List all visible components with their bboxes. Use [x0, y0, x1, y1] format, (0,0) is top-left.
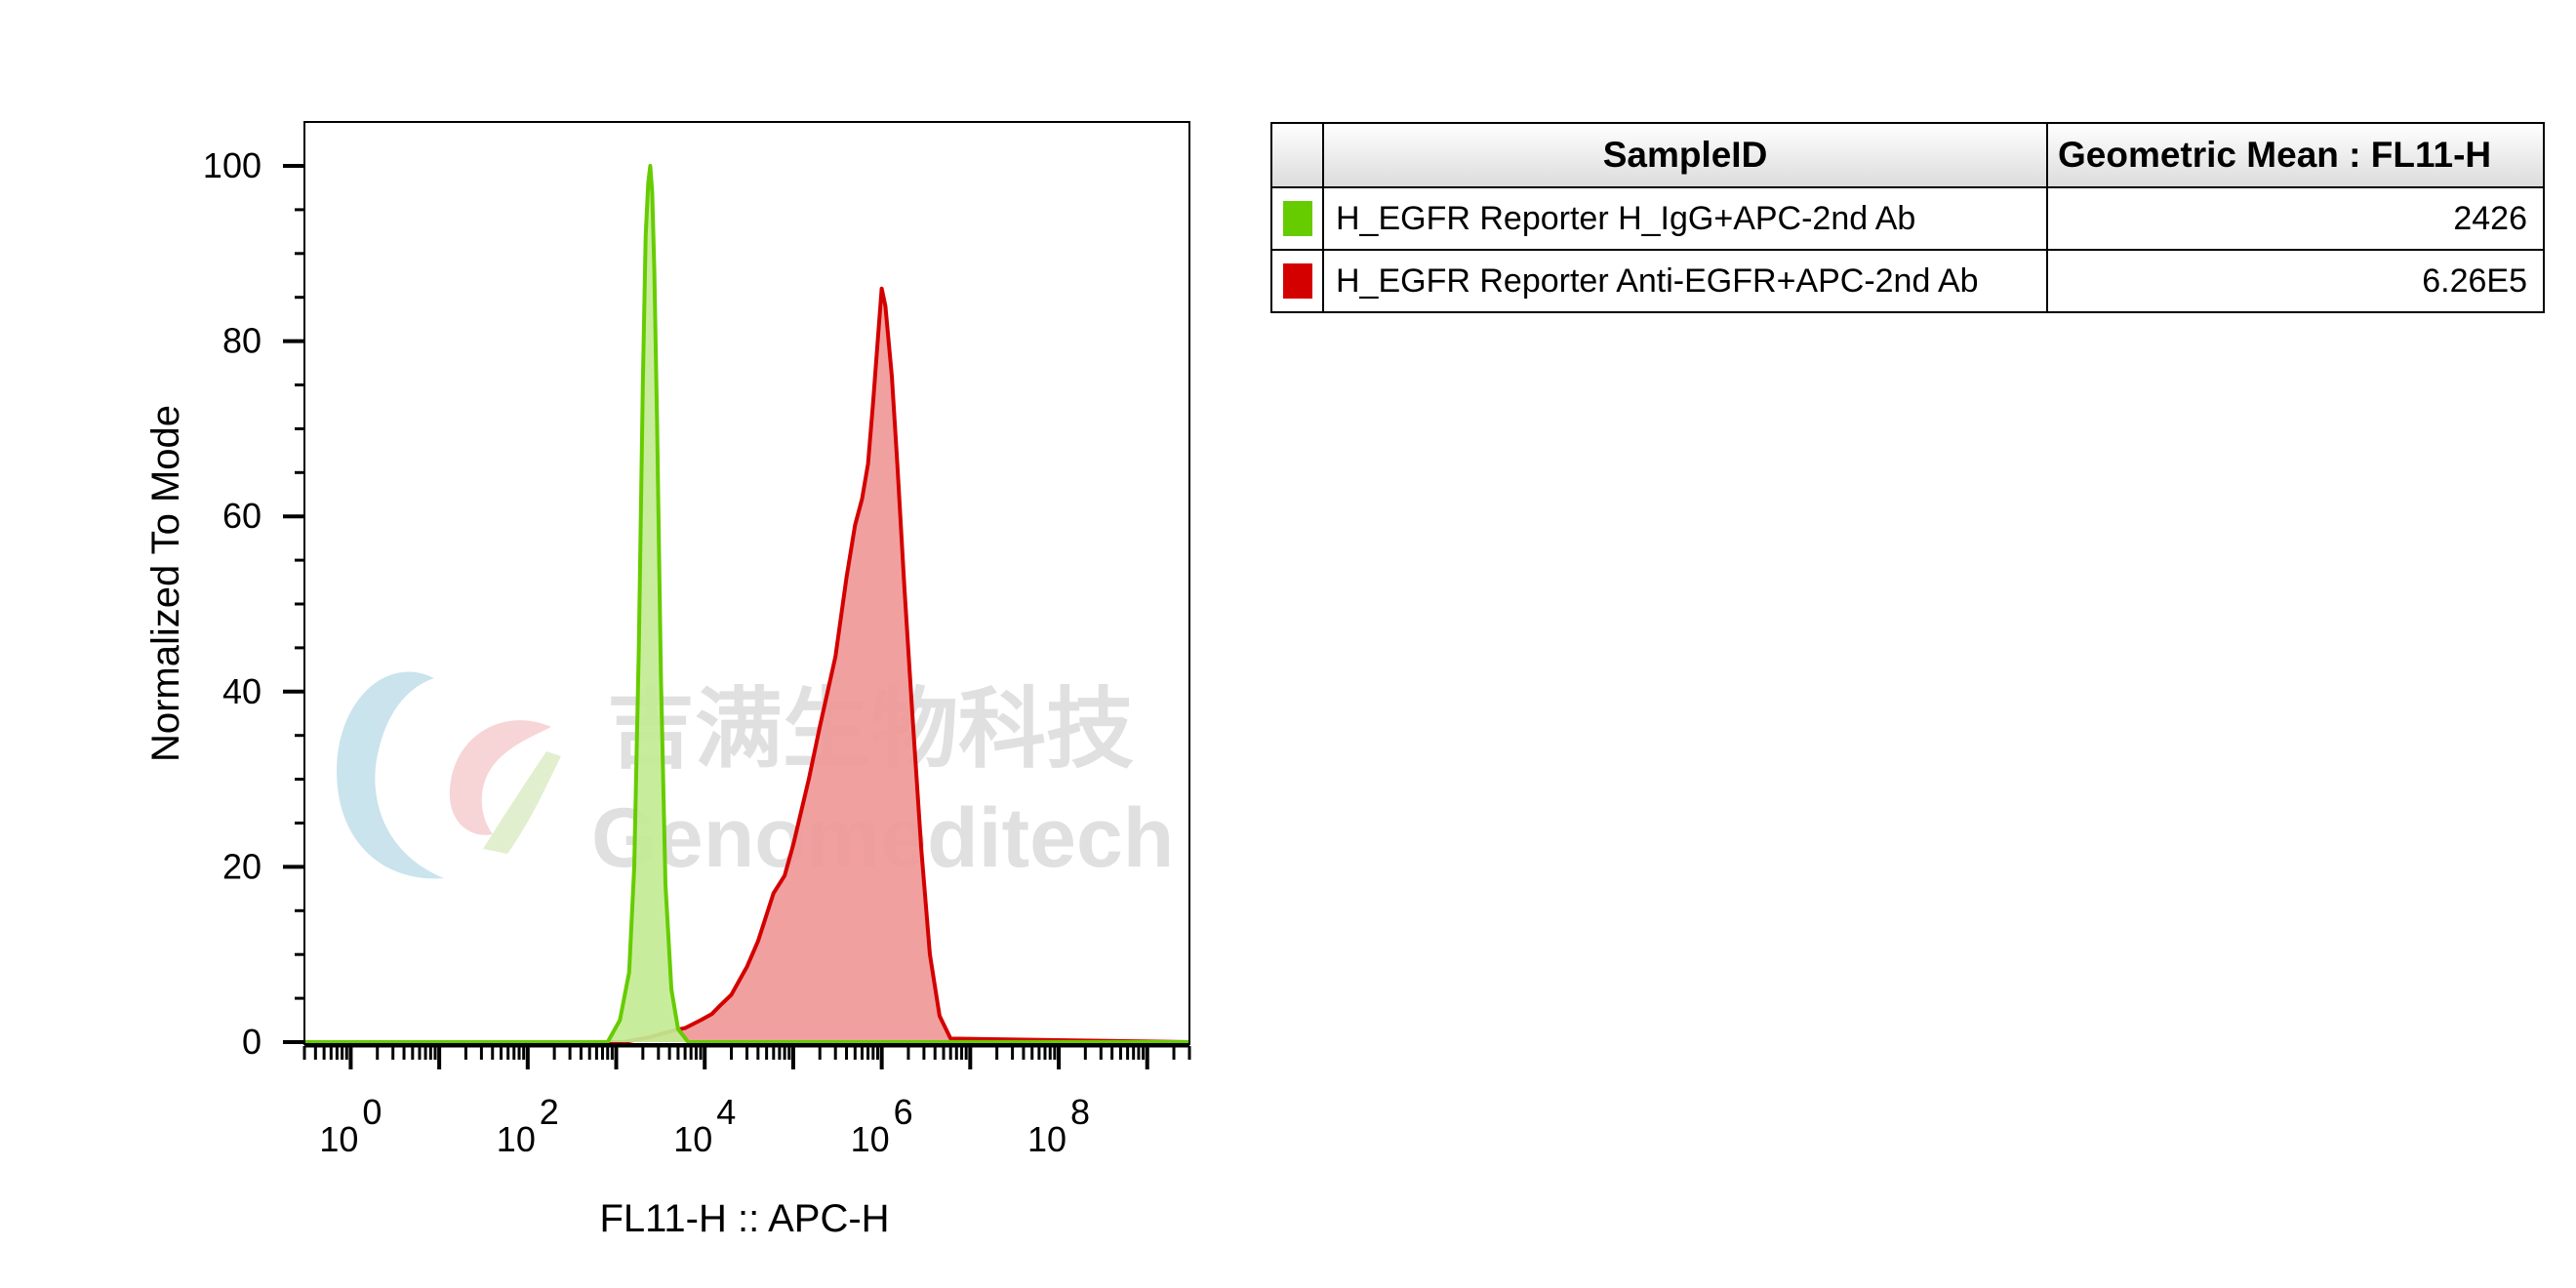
y-tick-label: 20 — [222, 846, 262, 886]
x-tick-exponent: 4 — [716, 1092, 736, 1132]
table-row: H_EGFR Reporter H_IgG+APC-2nd Ab 2426 — [1270, 186, 2545, 251]
swatch-column-header — [1270, 122, 1324, 188]
geometric-mean-cell: 6.26E5 — [2046, 249, 2545, 313]
x-tick-base: 10 — [319, 1119, 358, 1159]
sample-id-cell: H_EGFR Reporter Anti-EGFR+APC-2nd Ab — [1322, 249, 2048, 313]
plot-area — [304, 164, 1190, 1044]
x-tick-label: 108 — [1027, 1092, 1090, 1159]
statistics-table: SampleID Geometric Mean : FL11-H H_EGFR … — [1270, 122, 2545, 313]
y-axis: 0 20 40 60 80 100 — [203, 145, 304, 1062]
table-row: H_EGFR Reporter Anti-EGFR+APC-2nd Ab 6.2… — [1270, 249, 2545, 313]
x-tick-exponent: 6 — [894, 1092, 913, 1132]
x-tick-label: 104 — [673, 1092, 736, 1159]
x-tick-exponent: 0 — [362, 1092, 382, 1132]
x-tick-label: 100 — [319, 1092, 382, 1159]
sampleid-column-header: SampleID — [1322, 122, 2048, 188]
series-area-0 — [304, 288, 1189, 1042]
table-header-row: SampleID Geometric Mean : FL11-H — [1270, 122, 2545, 188]
sample-id-cell: H_EGFR Reporter H_IgG+APC-2nd Ab — [1322, 186, 2048, 251]
x-tick-base: 10 — [497, 1119, 536, 1159]
x-tick-label: 102 — [497, 1092, 559, 1159]
watermark-logo-icon — [337, 671, 561, 879]
swatch-cell — [1270, 186, 1324, 251]
series-line-0 — [304, 286, 1190, 1044]
plot-frame — [303, 121, 1190, 1045]
y-tick-label: 60 — [222, 496, 262, 536]
x-tick-base: 10 — [673, 1119, 712, 1159]
series-line-1 — [304, 164, 1189, 1044]
y-axis-title: Normalized To Mode — [144, 405, 187, 762]
x-tick-exponent: 8 — [1070, 1092, 1090, 1132]
x-tick-label: 106 — [851, 1092, 913, 1159]
geometric-mean-column-header: Geometric Mean : FL11-H — [2046, 122, 2545, 188]
swatch-cell — [1270, 249, 1324, 313]
watermark: 吉满生物科技 Genomeditech — [337, 671, 1174, 885]
x-tick-base: 10 — [1027, 1119, 1067, 1159]
green-swatch — [1282, 201, 1312, 236]
x-tick-exponent: 2 — [540, 1092, 559, 1132]
y-tick-label: 100 — [203, 145, 262, 185]
geometric-mean-cell: 2426 — [2046, 186, 2545, 251]
series-area-1 — [304, 166, 1189, 1042]
x-tick-base: 10 — [851, 1119, 890, 1159]
x-axis-title: FL11-H :: APC-H — [599, 1197, 889, 1240]
y-tick-label: 80 — [222, 321, 262, 361]
y-tick-label: 40 — [222, 671, 262, 711]
red-swatch — [1282, 263, 1312, 299]
y-tick-label: 0 — [242, 1022, 262, 1062]
